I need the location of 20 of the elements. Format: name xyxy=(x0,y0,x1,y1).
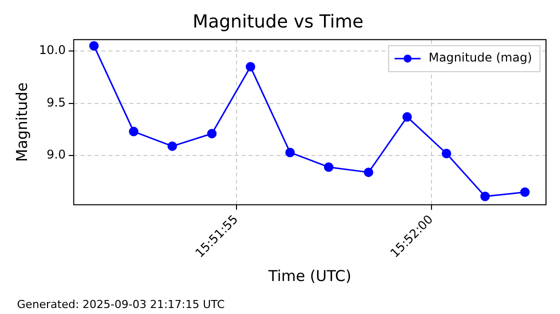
point xyxy=(168,141,178,151)
legend-label: Magnitude (mag) xyxy=(428,50,532,65)
point xyxy=(128,126,138,136)
point xyxy=(364,168,374,178)
point xyxy=(480,192,490,202)
chart-title: Magnitude vs Time xyxy=(192,11,364,32)
y-axis-title: Magnitude xyxy=(12,82,31,162)
point xyxy=(246,62,256,72)
point xyxy=(207,128,217,138)
point xyxy=(285,148,295,158)
y-tick-label: 9.0 xyxy=(46,148,66,162)
y-tick-label: 10.0 xyxy=(39,43,66,58)
point xyxy=(442,148,452,158)
y-tick-label: 9.5 xyxy=(46,95,66,110)
x-axis-title: Time (UTC) xyxy=(267,266,352,285)
point xyxy=(520,187,530,197)
text: Generated: 2025-09-03 21:17:15 UTC xyxy=(17,298,226,311)
point xyxy=(402,112,412,122)
point xyxy=(89,41,99,51)
point xyxy=(324,162,334,172)
